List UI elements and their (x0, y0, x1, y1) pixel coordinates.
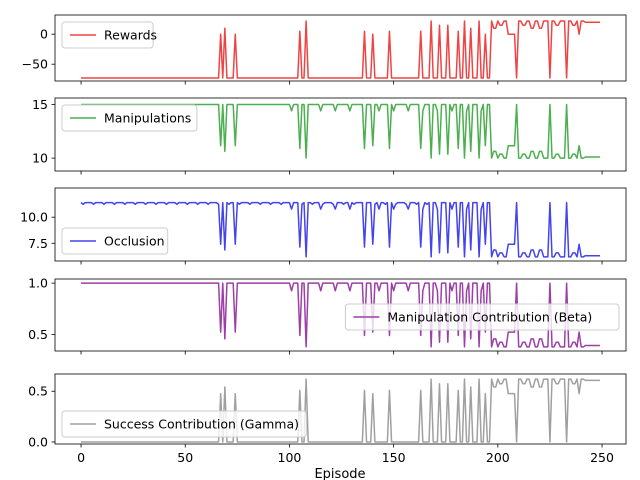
axes-frame (54, 14, 627, 82)
axes-frame (54, 187, 627, 262)
legend: Rewards (61, 21, 157, 49)
x-tick-label: 200 (486, 450, 510, 465)
legend-box (61, 104, 198, 132)
axes-frame (54, 97, 627, 172)
x-tick-label: 150 (382, 450, 406, 465)
y-tick-label: 0.0 (28, 434, 48, 449)
legend-box (61, 410, 307, 438)
y-tick-label: 7.5 (28, 236, 48, 251)
x-axis-label: Episode (314, 467, 365, 480)
legend-label: Occlusion (104, 234, 165, 249)
y-tick-label: 0.5 (28, 384, 48, 399)
panel-4: 0.5 1.0 Manipulation Contribution (Beta) (28, 276, 627, 355)
y-tick-label: 0 (40, 27, 48, 42)
legend-box (344, 303, 620, 331)
legend: Success Contribution (Gamma) (61, 410, 307, 438)
legend-box (61, 227, 169, 255)
y-tick-label: 1.0 (28, 276, 48, 291)
legend-label: Success Contribution (Gamma) (104, 417, 299, 432)
series-line-5 (81, 378, 600, 443)
y-tick-label: 0.5 (28, 327, 48, 342)
panel-2: 10 15 Manipulations (32, 97, 627, 175)
legend-label: Rewards (104, 28, 157, 43)
x-tick-label: 250 (590, 450, 614, 465)
x-tick-label: 0 (77, 450, 85, 465)
panel-3: 7.5 10.0 Occlusion (20, 187, 627, 265)
panel-5: 0.0 0.5 0 50 100 150 200 250 Success Contributio… (28, 373, 627, 465)
legend-label: Manipulations (104, 111, 191, 126)
legend: Occlusion (61, 227, 169, 255)
panel-1: −50 0 Rewards (22, 14, 627, 85)
series-line-2 (81, 103, 600, 159)
panels: −50 0 Rewards 10 15 Manipulations 7.5 10.0 Occlu… (20, 14, 627, 465)
y-tick-label: −50 (22, 57, 48, 72)
y-tick-label: 10 (32, 151, 48, 166)
series-line-1 (81, 20, 600, 79)
y-tick-label: 10.0 (20, 210, 48, 225)
y-tick-label: 15 (32, 97, 48, 112)
axes-frame (54, 278, 627, 352)
legend-box (61, 21, 154, 49)
series-line-4 (81, 282, 600, 348)
x-tick-label: 100 (278, 450, 302, 465)
series-line-3 (80, 201, 600, 258)
legend: Manipulations (61, 104, 198, 132)
legend: Manipulation Contribution (Beta) (344, 303, 620, 331)
legend-label: Manipulation Contribution (Beta) (387, 310, 592, 325)
axes-frame (54, 373, 627, 445)
x-tick-label: 50 (177, 450, 193, 465)
